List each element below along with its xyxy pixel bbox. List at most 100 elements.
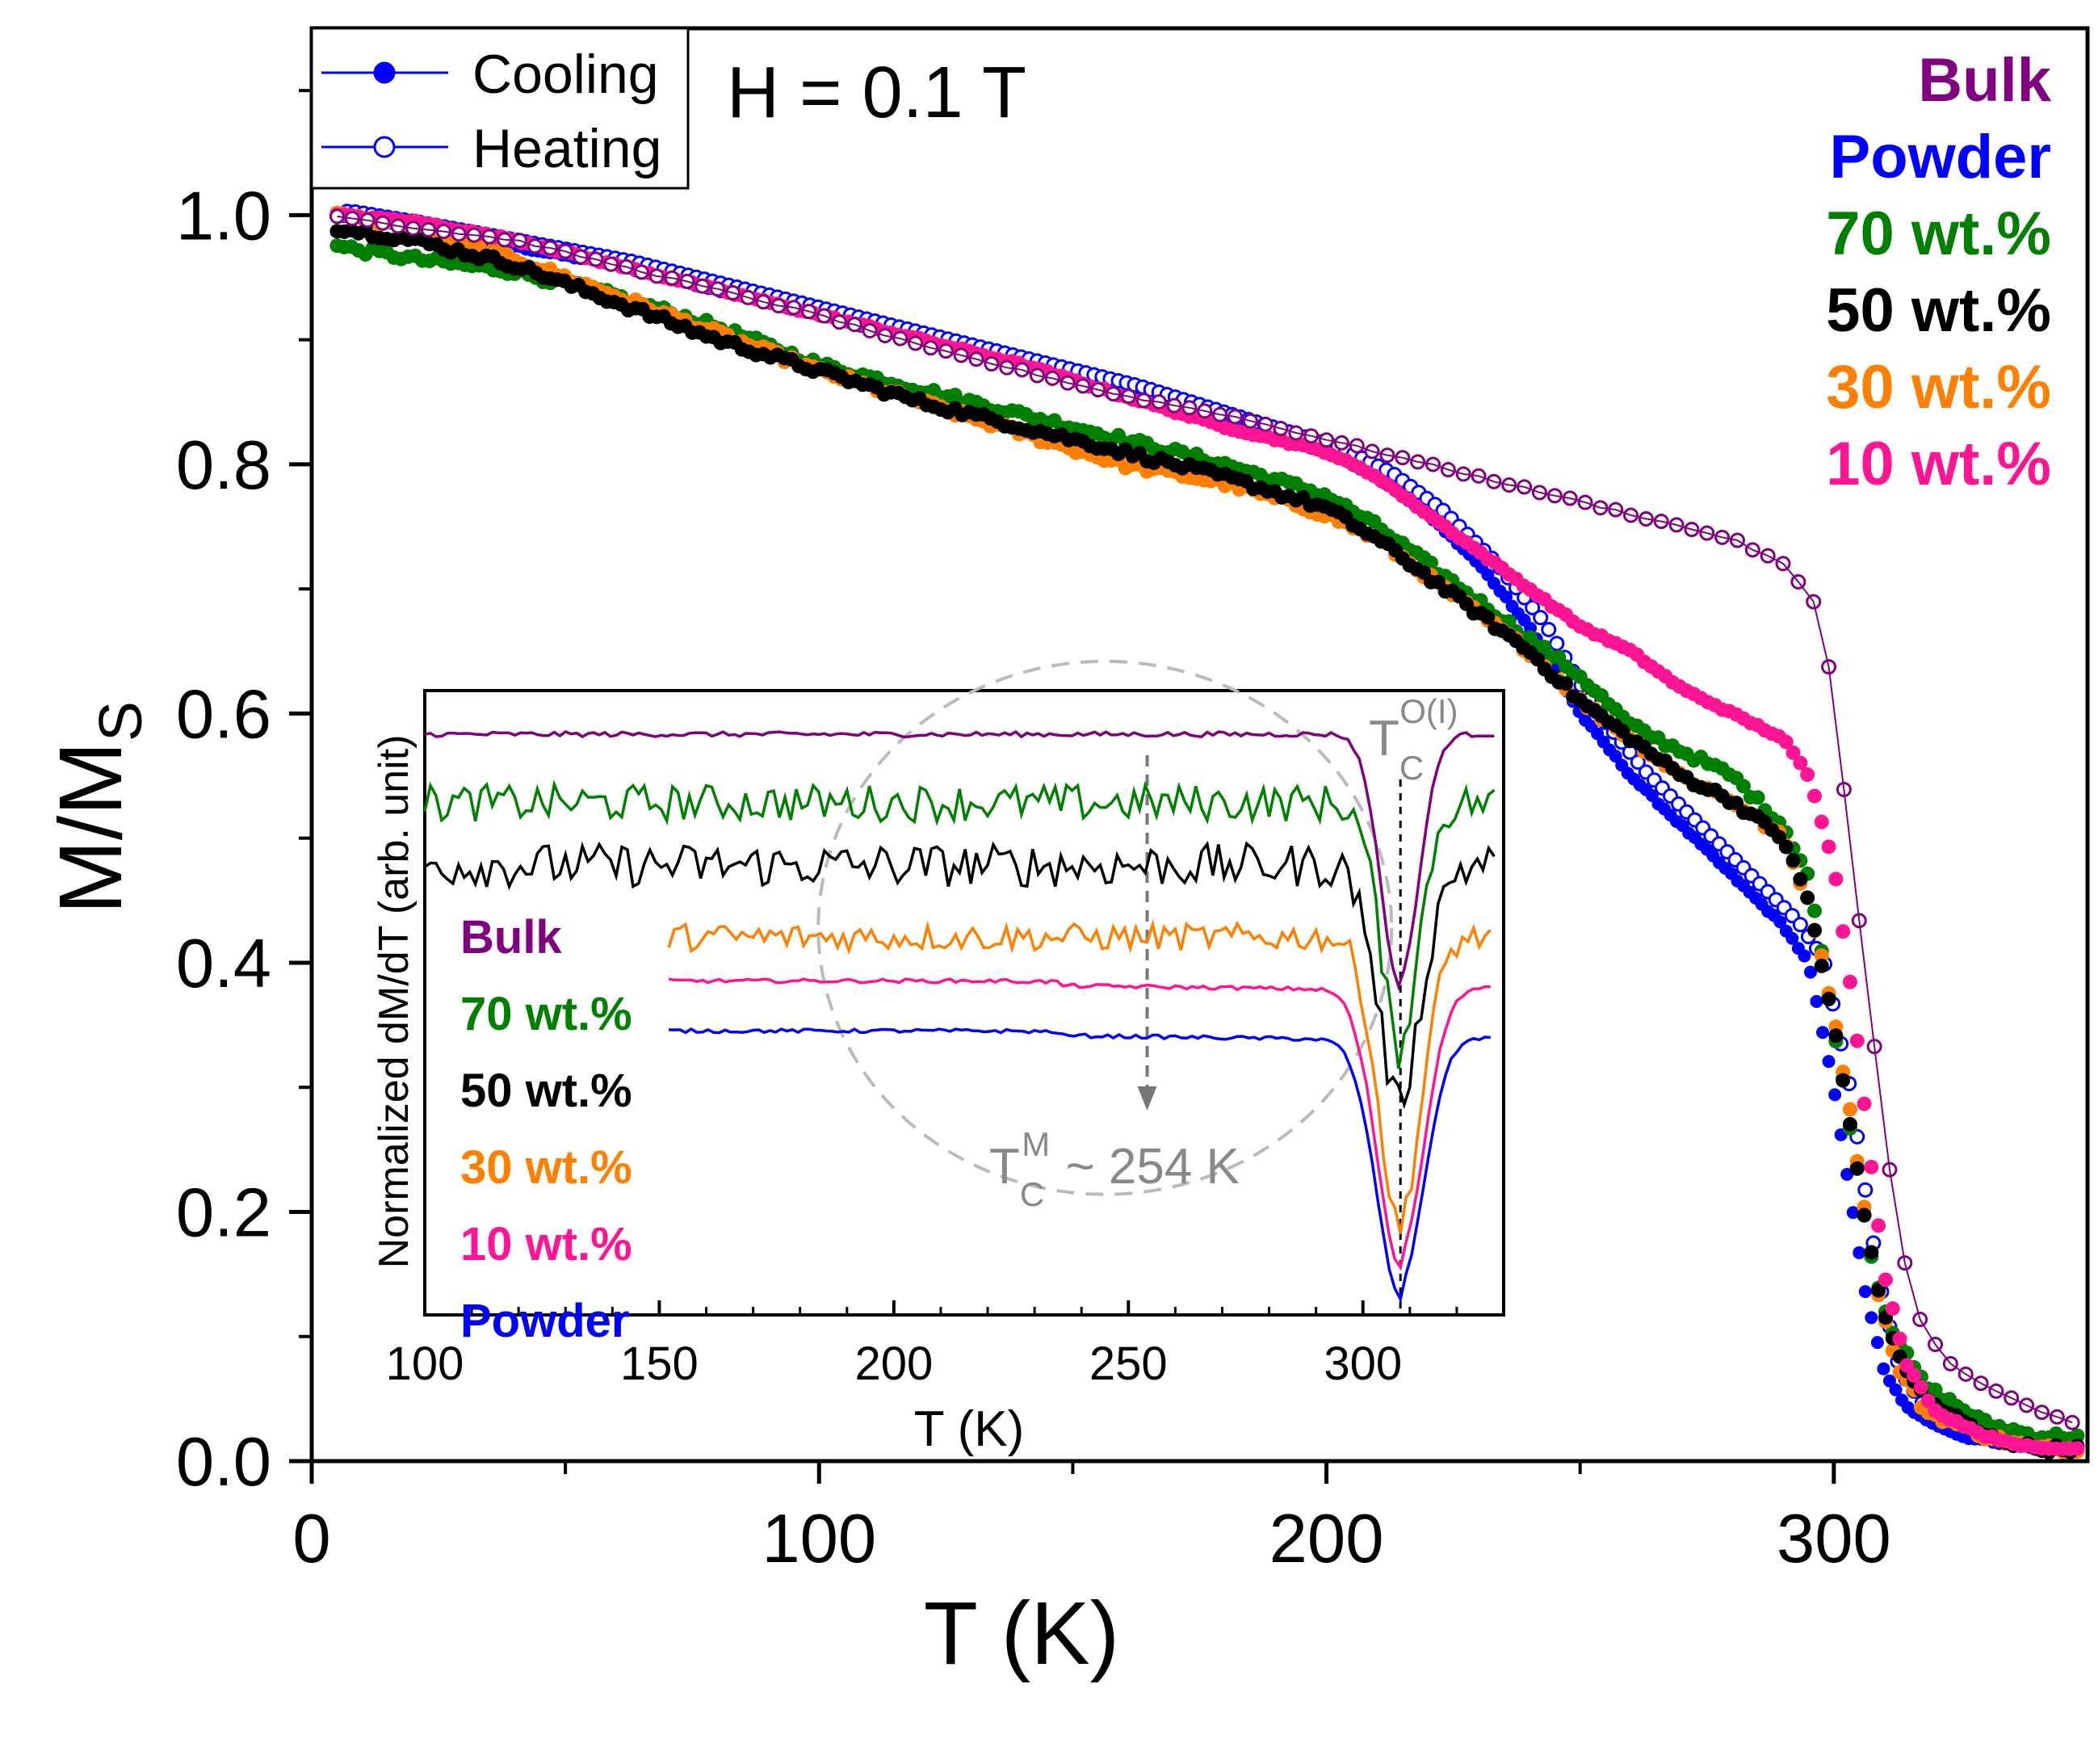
data-point-heating [1525, 599, 1541, 615]
data-point [1800, 767, 1815, 783]
series-label: Powder [1830, 123, 2052, 191]
tc-m-arrow-head [1137, 1086, 1157, 1111]
data-point [1871, 1283, 1886, 1298]
data-point [1778, 839, 1794, 855]
data-point [1871, 1218, 1886, 1233]
inset-legend-label: Bulk [460, 911, 562, 964]
data-point-heating [1533, 610, 1549, 626]
inset-ticks [423, 1300, 1458, 1315]
inset-series-bulk [424, 729, 1495, 992]
data-point [1814, 814, 1829, 830]
tc-oi-sub: C [1399, 749, 1424, 787]
data-point [2070, 1441, 2085, 1456]
legend-cooling-marker [373, 61, 396, 84]
data-point-cooling [1828, 1088, 1842, 1102]
data-point [1785, 745, 1801, 760]
legend-heating-marker [373, 136, 396, 158]
y-axis-label-main: M/M [41, 741, 141, 914]
x-tick-label: 300 [1777, 1501, 1891, 1577]
inset-legend-label: 10 wt.% [460, 1218, 632, 1270]
data-point [1885, 1301, 1900, 1317]
main-series-bulk [329, 208, 2080, 1430]
data-point [1814, 948, 1829, 964]
inset-x-tick-label: 150 [620, 1338, 699, 1390]
y-tick-label: 0.4 [176, 926, 271, 1002]
data-point [1821, 991, 1836, 1006]
data-point [1892, 1331, 1907, 1346]
legend-heating-label: Heating [472, 118, 661, 179]
data-point [1864, 1245, 1879, 1260]
data-point-heating [1792, 917, 1808, 933]
series-label: 70 wt.% [1826, 200, 2051, 268]
data-point-cooling [1870, 1336, 1884, 1350]
data-point [1836, 924, 1851, 939]
inset-x-tick-label: 100 [386, 1338, 464, 1390]
data-point [2070, 1428, 2085, 1443]
data-point [1806, 788, 1822, 804]
inset-x-axis-label: T (K) [914, 1401, 1025, 1457]
inset-plot: 100 150 200 250 300 T (K) Normalized dM/dT (… [371, 659, 1505, 1457]
data-point [1907, 1367, 1922, 1383]
data-point [1480, 610, 1496, 625]
inset-series-30-wt- [667, 919, 1492, 1234]
data-point [1559, 676, 1574, 691]
y-tick-label: 1.0 [176, 178, 271, 254]
series-label: 30 wt.% [1826, 353, 2051, 422]
tc-oi-annotation: TC O(I) [1369, 692, 1458, 787]
tc-m-rest: ~ 254 K [1051, 1139, 1240, 1195]
data-point [1800, 890, 1815, 905]
inset-legend: Bulk 70 wt.% 50 wt.% 30 wt.% 10 wt.% Powder [460, 911, 632, 1347]
inset-series-70-wt- [423, 779, 1496, 1069]
svg-text:M/MS: M/MS [41, 701, 154, 914]
data-point [1778, 734, 1794, 750]
inset-x-tick-label: 200 [854, 1338, 933, 1390]
data-point [1849, 1033, 1865, 1048]
y-axis-label-sub: S [86, 701, 154, 741]
main-series-labels: Bulk Powder 70 wt.% 50 wt.% 30 wt.% 10 wt.% [1826, 46, 2051, 498]
data-point-cooling [1858, 1285, 1872, 1299]
main-y-axis-label: M/MS [41, 701, 154, 914]
data-point [1828, 1028, 1844, 1044]
data-point [1793, 755, 1808, 771]
data-point-cooling [1785, 931, 1799, 945]
data-point [1913, 1380, 1928, 1395]
inset-x-tick-label: 300 [1324, 1338, 1402, 1390]
data-point [1842, 1102, 1857, 1117]
series-label: 10 wt.% [1826, 430, 2051, 498]
data-point-cooling [1853, 1245, 1866, 1259]
data-point [1836, 1073, 1851, 1088]
legend-cooling-label: Cooling [472, 44, 659, 105]
data-point [1736, 779, 1752, 794]
y-tick-label: 0.2 [176, 1174, 271, 1251]
y-tick-label: 0.0 [176, 1424, 271, 1501]
data-point [1828, 872, 1844, 887]
inset-legend-label: Powder [460, 1295, 630, 1347]
cooling-heating-legend: Cooling Heating [310, 27, 690, 190]
x-tick-label: 0 [292, 1501, 330, 1577]
inset-series-10-wt- [668, 977, 1491, 1271]
tc-m-sub: C [1020, 1175, 1044, 1213]
data-point [1928, 1382, 1943, 1397]
data-point [1750, 790, 1765, 805]
tc-m-main: T [989, 1139, 1020, 1195]
tc-oi-main: T [1369, 711, 1399, 766]
data-point-cooling [1840, 1168, 1854, 1182]
data-point-cooling [1810, 994, 1823, 1008]
data-point [1849, 1161, 1865, 1176]
tc-oi-sup: O(I) [1399, 692, 1458, 730]
inset-series-50-wt- [423, 840, 1496, 1110]
inset-legend-label: 70 wt.% [460, 988, 632, 1040]
main-x-axis-label: T (K) [924, 1584, 1119, 1683]
data-point-heating [1549, 636, 1565, 652]
main-tick-labels: 0 100 200 300 0.0 0.2 0.4 0.6 0.8 1.0 [176, 178, 1891, 1577]
inset-legend-label: 50 wt.% [460, 1065, 632, 1117]
main-plot-frame [309, 26, 2090, 1464]
data-point [1857, 1208, 1872, 1223]
data-point-cooling [1816, 1026, 1830, 1040]
inset-series-powder [669, 1027, 1491, 1304]
inset-legend-label: 30 wt.% [460, 1141, 632, 1194]
data-point-cooling [1803, 965, 1817, 979]
data-point-cooling [1822, 1055, 1836, 1069]
data-point-cooling [1798, 949, 1811, 963]
